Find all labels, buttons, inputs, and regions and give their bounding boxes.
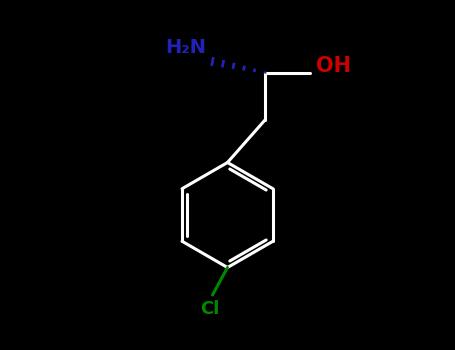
Text: H₂N: H₂N (166, 38, 207, 57)
Text: OH: OH (316, 56, 351, 77)
Text: Cl: Cl (200, 300, 220, 318)
